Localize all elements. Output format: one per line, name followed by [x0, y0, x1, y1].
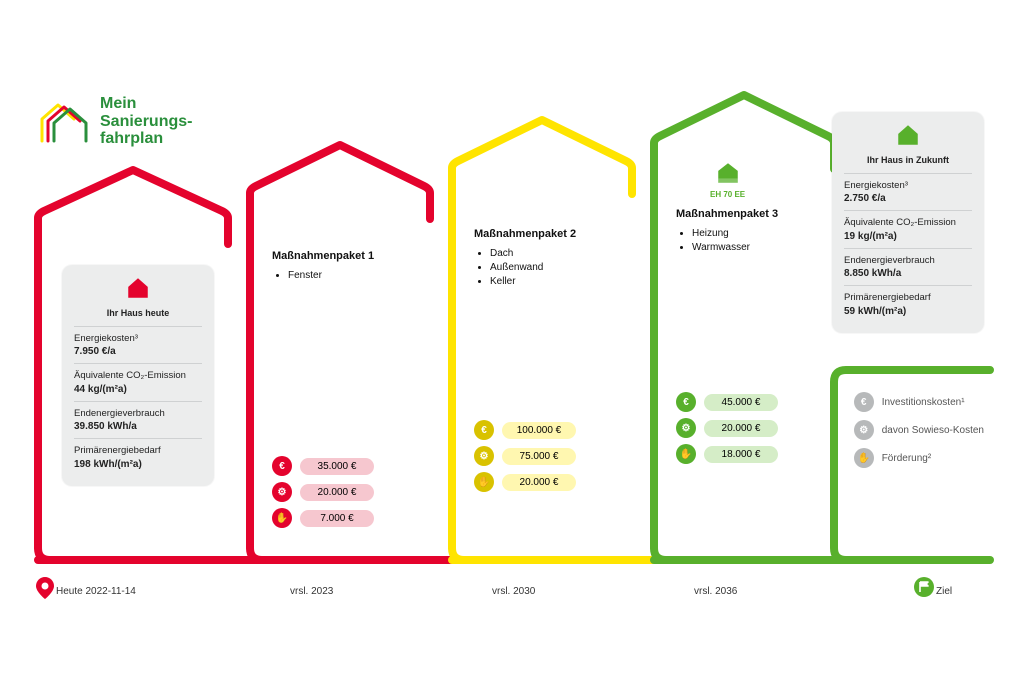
- card-house-future: Ihr Haus in Zukunft Energiekosten³2.750 €…: [832, 112, 984, 333]
- card-row: Endenergieverbrauch8.850 kWh/a: [844, 248, 972, 285]
- legend-label: Förderung²: [882, 453, 931, 464]
- package-2: Maßnahmenpaket 2 Dach Außenwand Keller: [474, 228, 576, 290]
- logo: Mein Sanierungs- fahrplan: [38, 95, 192, 148]
- logo-text: Mein Sanierungs- fahrplan: [100, 95, 192, 148]
- legend-row: € Investitionskosten¹: [854, 392, 984, 412]
- cost-row: €100.000 €: [474, 420, 576, 440]
- package-item: Keller: [490, 276, 576, 287]
- legend-icon: ⚙: [854, 420, 874, 440]
- legend-icon: ✋: [854, 448, 874, 468]
- cost-block-2: €100.000 € ⚙ 75.000 € ✋ 20.000 €: [474, 420, 576, 492]
- legend-row: ✋ Förderung²: [854, 448, 984, 468]
- timeline-label: vrsl. 2036: [694, 586, 737, 597]
- package-item: Warmwasser: [692, 242, 778, 253]
- card-title: Ihr Haus in Zukunft: [844, 155, 972, 165]
- package-item: Fenster: [288, 270, 374, 281]
- timeline-start-icon: [36, 577, 54, 604]
- cost-amount: 100.000 €: [502, 422, 576, 439]
- cost-row: ⚙ 75.000 €: [474, 446, 576, 466]
- cost-icon: €: [676, 392, 696, 412]
- cost-block-3: €45.000 € ⚙ 20.000 € ✋ 18.000 €: [676, 392, 778, 464]
- legend-label: davon Sowieso-Kosten: [882, 425, 984, 436]
- cost-row: ⚙ 20.000 €: [676, 418, 778, 438]
- card-row: Energiekosten³2.750 €/a: [844, 173, 972, 210]
- cost-icon: ✋: [676, 444, 696, 464]
- package-1: Maßnahmenpaket 1 Fenster: [272, 250, 374, 284]
- cost-icon: ⚙: [474, 446, 494, 466]
- timeline-label: vrsl. 2023: [290, 586, 333, 597]
- cost-row: ⚙ 20.000 €: [272, 482, 374, 502]
- legend-icon: €: [854, 392, 874, 412]
- cost-amount: 45.000 €: [704, 394, 778, 411]
- package-title: Maßnahmenpaket 1: [272, 250, 374, 262]
- cost-amount: 20.000 €: [300, 484, 374, 501]
- eh-badge: EH 70 EE: [710, 160, 745, 199]
- cost-icon: ⚙: [676, 418, 696, 438]
- cost-icon: ✋: [272, 508, 292, 528]
- cost-row: €35.000 €: [272, 456, 374, 476]
- logo-house-icon: [38, 97, 92, 145]
- cost-amount: 20.000 €: [502, 474, 576, 491]
- cost-amount: 20.000 €: [704, 420, 778, 437]
- card-row: Äquivalente CO₂-Emission19 kg/(m²a): [844, 210, 972, 247]
- cost-row: €45.000 €: [676, 392, 778, 412]
- cost-row: ✋ 20.000 €: [474, 472, 576, 492]
- card-row: Primärenergiebedarf198 kWh/(m²a): [74, 438, 202, 475]
- card-row: Endenergieverbrauch39.850 kWh/a: [74, 401, 202, 438]
- cost-amount: 35.000 €: [300, 458, 374, 475]
- legend-row: ⚙ davon Sowieso-Kosten: [854, 420, 984, 440]
- package-item: Dach: [490, 248, 576, 259]
- cost-amount: 18.000 €: [704, 446, 778, 463]
- package-item: Heizung: [692, 228, 778, 239]
- timeline-label: Ziel: [936, 586, 952, 597]
- timeline-end-icon: [914, 577, 934, 602]
- package-item: Außenwand: [490, 262, 576, 273]
- cost-icon: ⚙: [272, 482, 292, 502]
- cost-amount: 75.000 €: [502, 448, 576, 465]
- house-icon: [74, 275, 202, 304]
- package-title: Maßnahmenpaket 2: [474, 228, 576, 240]
- cost-icon: €: [272, 456, 292, 476]
- cost-amount: 7.000 €: [300, 510, 374, 527]
- timeline-label: vrsl. 2030: [492, 586, 535, 597]
- cost-row: ✋ 7.000 €: [272, 508, 374, 528]
- card-house-today: Ihr Haus heute Energiekosten³7.950 €/aÄqu…: [62, 265, 214, 486]
- cost-icon: ✋: [474, 472, 494, 492]
- package-3: Maßnahmenpaket 3 Heizung Warmwasser: [676, 208, 778, 256]
- card-title: Ihr Haus heute: [74, 308, 202, 318]
- card-row: Energiekosten³7.950 €/a: [74, 326, 202, 363]
- cost-block-1: €35.000 € ⚙ 20.000 € ✋ 7.000 €: [272, 456, 374, 528]
- package-title: Maßnahmenpaket 3: [676, 208, 778, 220]
- cost-row: ✋ 18.000 €: [676, 444, 778, 464]
- legend-label: Investitionskosten¹: [882, 397, 965, 408]
- card-row: Äquivalente CO₂-Emission44 kg/(m²a): [74, 363, 202, 400]
- cost-legend: € Investitionskosten¹ ⚙ davon Sowieso-Koste…: [854, 392, 984, 468]
- card-row: Primärenergiebedarf59 kWh/(m²a): [844, 285, 972, 322]
- timeline-label: Heute 2022-11-14: [56, 586, 136, 597]
- cost-icon: €: [474, 420, 494, 440]
- house-icon: [844, 122, 972, 151]
